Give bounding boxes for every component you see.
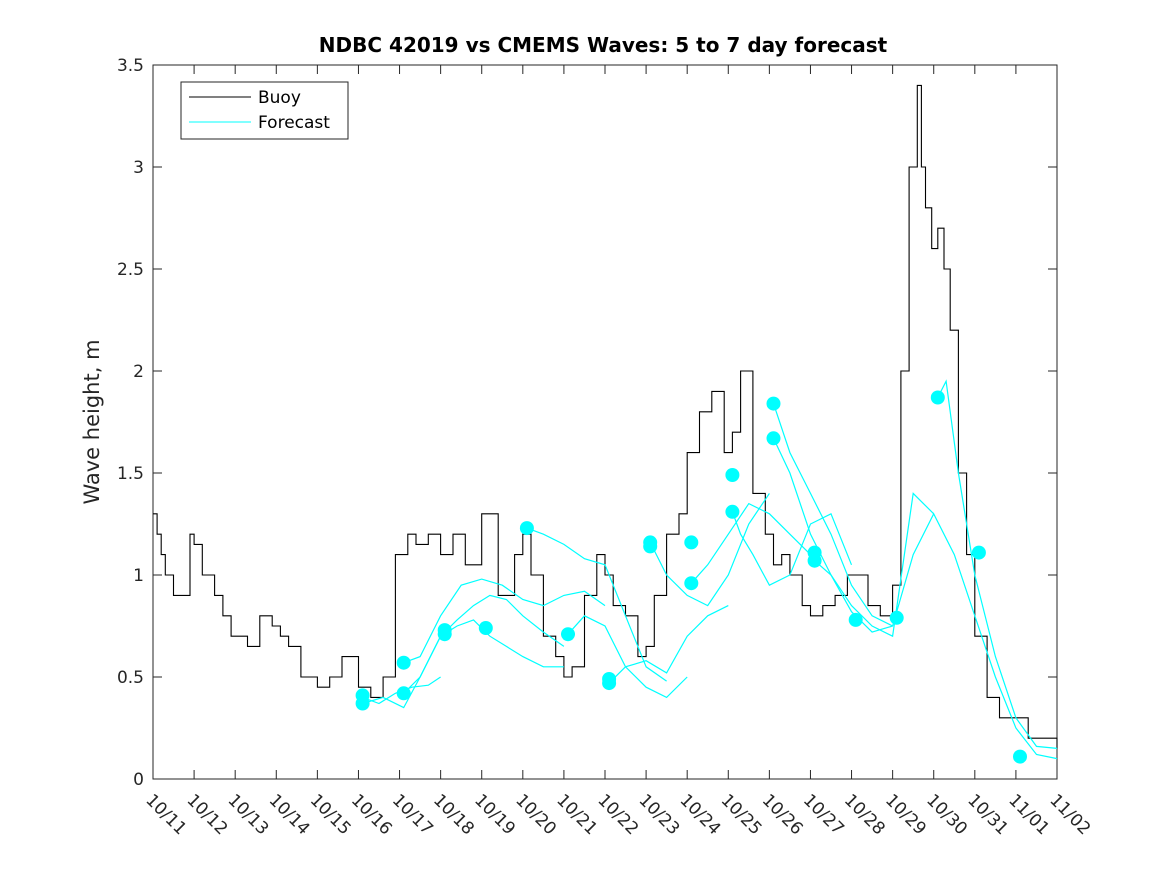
series-line-forecast: [608, 605, 729, 684]
y-tick-label: 3.5: [117, 56, 144, 76]
series-line-forecast: [403, 578, 606, 664]
series-line-forecast: [937, 379, 1058, 749]
series-line-forecast: [772, 403, 893, 627]
y-tick-label: 1: [133, 566, 144, 586]
forecast-marker: [725, 468, 740, 482]
y-tick-label: 2: [133, 362, 144, 382]
forecast-marker: [766, 431, 781, 446]
series-line-forecast: [362, 619, 564, 709]
forecast-marker: [971, 545, 986, 560]
legend-label-buoy: Buoy: [258, 88, 301, 108]
forecast-marker: [437, 623, 452, 638]
series-line-buoy: [153, 84, 1058, 749]
forecast-marker: [889, 610, 904, 625]
forecast-marker: [643, 535, 658, 550]
y-axis: 0 0.5 1 1.5 2 2.5 3 3.5: [117, 56, 1057, 790]
plot-area: [152, 64, 1058, 780]
forecast-marker: [519, 521, 534, 536]
forecast-marker: [396, 655, 411, 670]
series-line-forecast: [526, 527, 667, 682]
y-tick-label: 0.5: [117, 668, 144, 688]
forecast-marker: [684, 535, 699, 550]
series-line-forecast: [649, 493, 770, 607]
forecast-marker: [561, 627, 575, 642]
forecast-marker: [848, 612, 863, 627]
series-layer: [153, 84, 1058, 764]
legend: Buoy Forecast: [180, 81, 349, 140]
series-line-forecast: [690, 502, 811, 584]
forecast-marker: [725, 504, 740, 519]
series-line-forecast: [772, 438, 935, 638]
y-tick-label: 2.5: [117, 260, 144, 280]
legend-box: [180, 81, 349, 140]
series-line-forecast: [403, 594, 565, 694]
forecast-marker: [684, 576, 699, 591]
y-tick-label: 3: [133, 158, 144, 178]
forecast-marker: [1013, 749, 1027, 764]
forecast-marker: [602, 672, 617, 686]
forecast-marker: [807, 545, 822, 560]
y-tick-label: 0: [133, 770, 144, 790]
y-axis-label: Wave height, m: [80, 339, 104, 504]
forecast-marker: [766, 396, 781, 411]
forecast-marker: [930, 390, 945, 405]
forecast-marker: [396, 686, 411, 701]
legend-label-forecast: Forecast: [258, 113, 330, 133]
forecast-marker: [478, 621, 493, 635]
forecast-marker: [355, 688, 370, 703]
chart-title: NDBC 42019 vs CMEMS Waves: 5 to 7 day fo…: [319, 33, 888, 57]
y-tick-label: 1.5: [117, 464, 144, 484]
series-line-forecast: [814, 512, 1058, 760]
series-line-forecast: [731, 511, 853, 586]
